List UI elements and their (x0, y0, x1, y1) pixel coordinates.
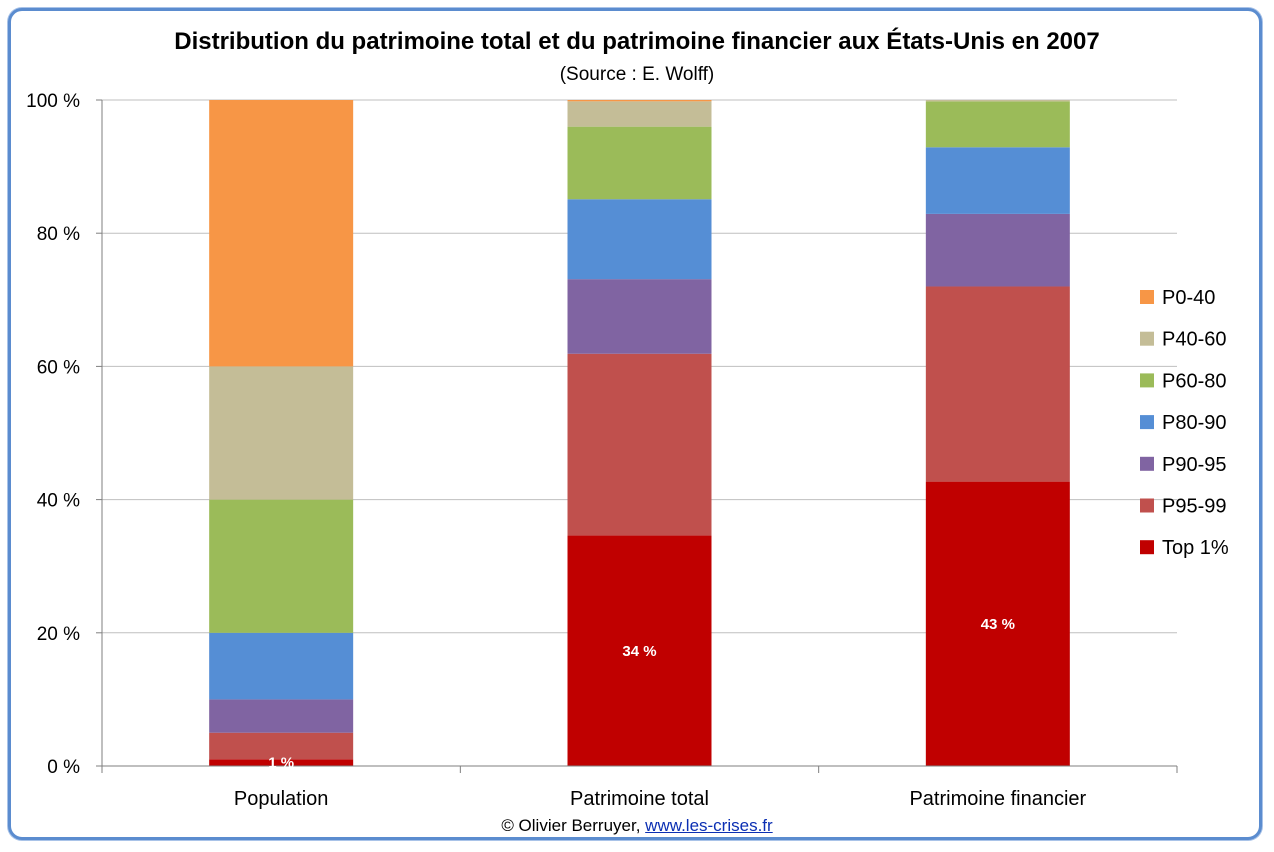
legend-swatch (1140, 456, 1154, 471)
legend-swatch (1140, 373, 1154, 388)
axes (101, 100, 1178, 773)
x-category-label: Patrimoine financier (909, 788, 1086, 810)
data-label: 43 % (981, 616, 1015, 633)
chart-subtitle: (Source : E. Wolff) (560, 64, 715, 85)
data-labels: 1 % 34 % 43 % (268, 616, 1015, 772)
legend-swatch (1140, 540, 1154, 555)
legend: P0-40 P40-60 P60-80 P80-90 P90-95 P95-99 Top 1… (1140, 287, 1229, 559)
y-tick-label: 0 % (47, 757, 80, 778)
y-tick-label: 20 % (37, 624, 80, 645)
bar-segment (567, 199, 712, 280)
bars (209, 100, 1070, 766)
footer: © Olivier Berruyer, www.les-crises.fr (0, 816, 1274, 836)
y-tick-label: 100 % (26, 91, 80, 112)
bar-segment (925, 481, 1070, 766)
bar-segment (209, 100, 354, 367)
bar-segment (567, 279, 712, 354)
bar-segment (567, 100, 712, 102)
legend-label: P40-60 (1162, 329, 1227, 351)
chart-title: Distribution du patrimoine total et du p… (174, 27, 1099, 55)
y-tick-label: 40 % (37, 491, 80, 512)
bar-segment (567, 535, 712, 766)
bar-segment (209, 632, 354, 700)
bar-segment (209, 732, 354, 760)
legend-swatch (1140, 415, 1154, 430)
y-axis-ticks: 0 % 20 % 40 % 60 % 80 % 100 % (26, 91, 102, 778)
bar-segment (925, 213, 1070, 287)
bar-segment (925, 101, 1070, 148)
data-label: 1 % (268, 755, 294, 772)
bar-segment (925, 147, 1070, 214)
legend-label: P60-80 (1162, 370, 1227, 392)
bar-segment (925, 286, 1070, 482)
data-label: 34 % (622, 643, 656, 660)
y-tick-label: 80 % (37, 224, 80, 245)
bar-segment (209, 699, 354, 733)
bar-segment (209, 759, 354, 766)
legend-label: P95-99 (1162, 496, 1227, 518)
footer-link[interactable]: www.les-crises.fr (645, 816, 773, 835)
bar-segment (567, 353, 712, 536)
bar-segment (567, 126, 712, 200)
legend-swatch (1140, 290, 1154, 304)
bar-segment (567, 101, 712, 127)
y-tick-label: 60 % (37, 357, 80, 378)
legend-swatch (1140, 498, 1154, 513)
bar-segment (209, 499, 354, 633)
x-category-label: Population (234, 788, 329, 810)
legend-label: P80-90 (1162, 412, 1227, 434)
bar-segment (925, 100, 1070, 102)
bar-segment (209, 366, 354, 500)
legend-label: P0-40 (1162, 287, 1215, 309)
legend-label: Top 1% (1162, 537, 1229, 559)
legend-swatch (1140, 331, 1154, 346)
x-axis-categories: Population Patrimoine total Patrimoine fin… (234, 788, 1087, 810)
legend-label: P90-95 (1162, 454, 1227, 476)
x-category-label: Patrimoine total (570, 788, 709, 810)
footer-credit: © Olivier Berruyer, (501, 816, 641, 835)
